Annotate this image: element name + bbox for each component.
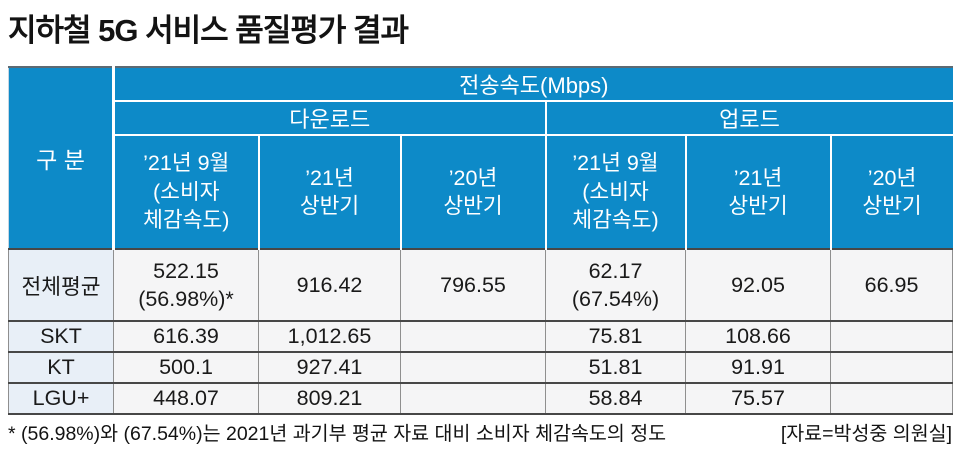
cell-lgu-ul-sep21: 58.84: [545, 382, 686, 415]
cell-kt-dl-sep21: 500.1: [113, 351, 259, 384]
col-header-ul-sep21: ’21년 9월 (소비자 체감속도): [545, 135, 687, 249]
cell-avg-dl-sep21: 522.15 (56.98%)*: [113, 248, 259, 322]
table-footer: * (56.98%)와 (67.54%)는 2021년 과기부 평균 자료 대비…: [8, 417, 952, 446]
quality-table: 구 분 전송속도(Mbps) 다운로드 업로드 ’21년 9월 (소비자 체감속…: [8, 66, 954, 415]
cell-kt-ul-h1-2020: [829, 351, 954, 384]
col-header-dl-sep21: ’21년 9월 (소비자 체감속도): [113, 135, 260, 249]
cell-value: 522.15: [153, 258, 219, 283]
cell-avg-dl-h1-2020: 796.55: [400, 248, 546, 322]
col-header-dl-h1-2020: ’20년 상반기: [400, 135, 547, 249]
cell-lgu-ul-h1-2021: 75.57: [685, 382, 831, 415]
row-label: KT: [8, 351, 114, 384]
col-header-ul-h1-2021: ’21년 상반기: [685, 135, 832, 249]
cell-avg-ul-h1-2020: 66.95: [829, 248, 954, 322]
cell-avg-ul-sep21: 62.17 (67.54%): [545, 248, 686, 322]
upload-group-header: 업로드: [545, 101, 953, 136]
cell-skt-ul-h1-2020: [829, 320, 954, 353]
cell-skt-dl-h1-2021: 1,012.65: [258, 320, 401, 353]
table-row-kt: KT 500.1 927.41 51.81 91.91: [8, 351, 954, 384]
cell-kt-dl-h1-2021: 927.41: [258, 351, 401, 384]
cell-avg-dl-h1-2021: 916.42: [258, 248, 401, 322]
cell-kt-ul-sep21: 51.81: [545, 351, 686, 384]
col-header-line: ’20년: [867, 165, 917, 190]
cell-kt-ul-h1-2021: 91.91: [685, 351, 831, 384]
col-header-dl-h1-2021: ’21년 상반기: [258, 135, 402, 249]
col-header-line: ’21년: [305, 165, 354, 190]
col-header-line: ’21년 9월: [572, 151, 659, 176]
col-header-line: 상반기: [299, 194, 360, 218]
row-label: SKT: [8, 320, 114, 353]
row-label: LGU+: [8, 382, 114, 415]
speed-header: 전송속도(Mbps): [113, 66, 953, 102]
source-credit: [자료=박성중 의원실]: [780, 423, 952, 445]
download-group-header: 다운로드: [113, 101, 547, 136]
col-header-ul-h1-2020: ’20년 상반기: [830, 135, 953, 249]
cell-lgu-dl-h1-2021: 809.21: [258, 382, 401, 415]
cell-skt-dl-h1-2020: [400, 320, 546, 353]
cell-avg-ul-h1-2021: 92.05: [685, 248, 831, 322]
cell-lgu-ul-h1-2020: [829, 382, 954, 415]
table-row-average: 전체평균 522.15 (56.98%)* 916.42 796.55 62.1…: [8, 248, 954, 322]
table-row-skt: SKT 616.39 1,012.65 75.81 108.66: [8, 320, 954, 353]
cell-kt-dl-h1-2020: [400, 351, 546, 384]
corner-header: 구 분: [8, 66, 115, 249]
col-header-line: 체감속도): [572, 208, 659, 233]
col-header-line: 상반기: [443, 194, 503, 218]
col-header-line: 체감속도): [143, 208, 230, 233]
page-title: 지하철 5G 서비스 품질평가 결과: [8, 13, 409, 48]
col-header-line: ’21년: [733, 165, 783, 190]
cell-value: 62.17: [588, 258, 643, 283]
cell-skt-ul-h1-2021: 108.66: [685, 320, 831, 353]
col-header-line: (소비자: [582, 179, 649, 204]
footnote-text: * (56.98%)와 (67.54%)는 2021년 과기부 평균 자료 대비…: [8, 423, 667, 445]
col-header-line: (소비자: [153, 179, 220, 204]
col-header-line: ’20년: [448, 165, 498, 190]
cell-skt-dl-sep21: 616.39: [113, 320, 259, 353]
col-header-line: ’21년 9월: [143, 151, 230, 176]
table-row-lgu: LGU+ 448.07 809.21 58.84 75.57: [8, 382, 954, 415]
cell-skt-ul-sep21: 75.81: [545, 320, 686, 353]
col-header-line: 상반기: [728, 194, 788, 218]
col-header-line: 상반기: [862, 194, 922, 218]
cell-subvalue: (67.54%): [571, 287, 660, 311]
cell-lgu-dl-sep21: 448.07: [113, 382, 259, 415]
row-label: 전체평균: [8, 248, 114, 322]
cell-lgu-dl-h1-2020: [400, 382, 546, 415]
cell-subvalue: (56.98%)*: [138, 287, 234, 311]
